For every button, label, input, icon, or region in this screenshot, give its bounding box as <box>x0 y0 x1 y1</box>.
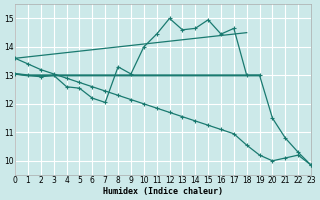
X-axis label: Humidex (Indice chaleur): Humidex (Indice chaleur) <box>103 187 223 196</box>
